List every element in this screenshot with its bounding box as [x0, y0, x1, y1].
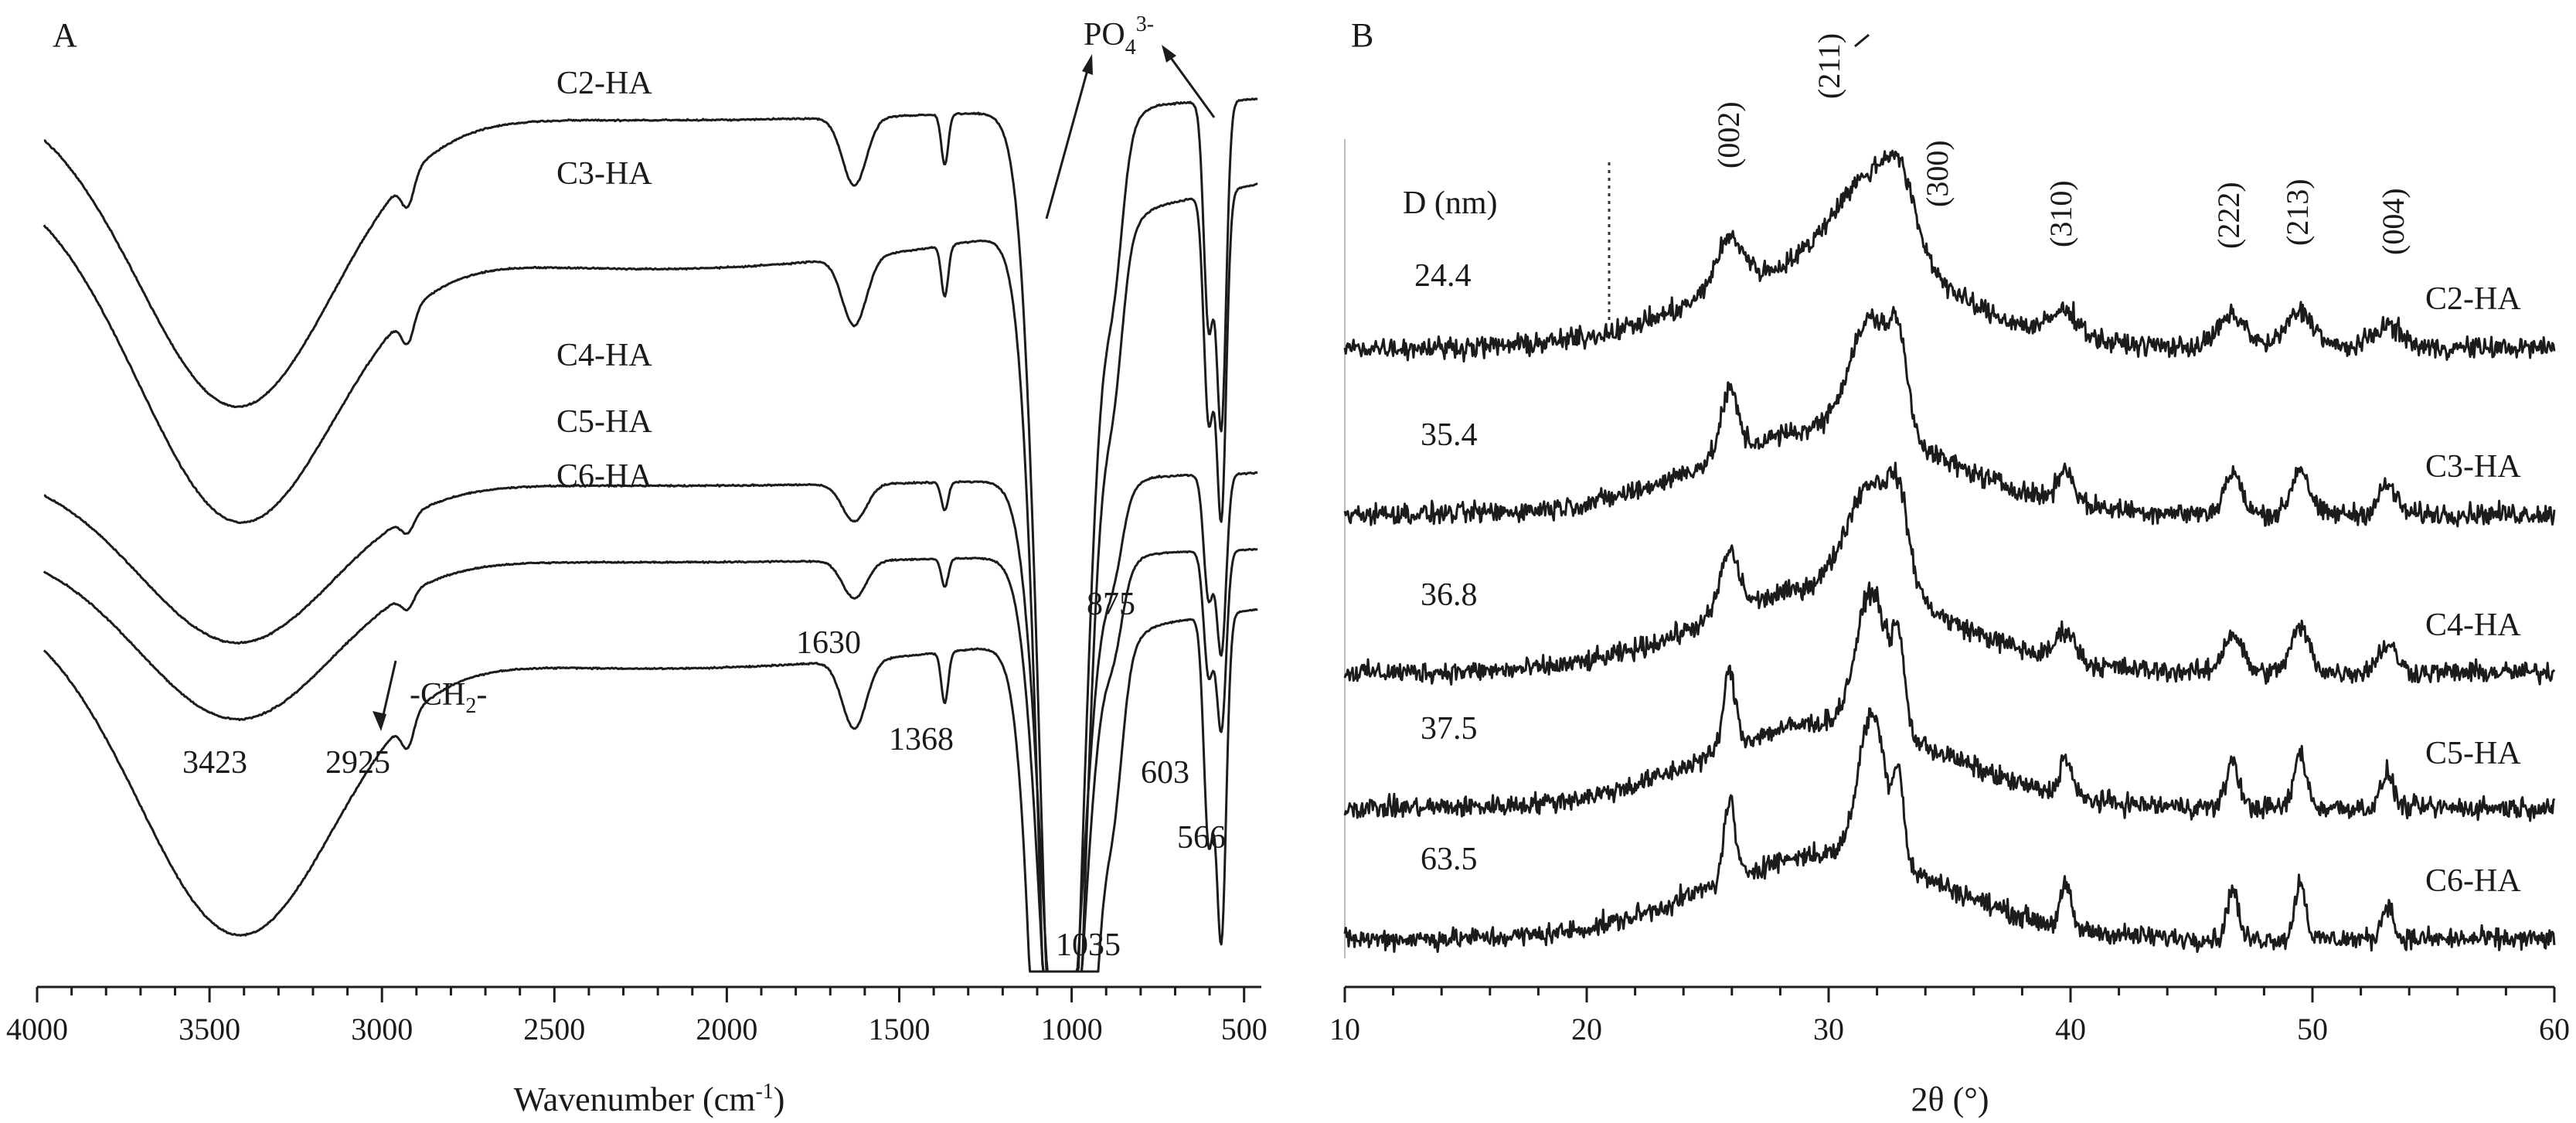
xrd-trace	[1343, 305, 2556, 528]
panel-a-letter: A	[53, 16, 77, 54]
size-value-c6: 63.5	[1421, 842, 1478, 877]
ftir-traces	[43, 97, 1258, 973]
xrd-label-c2: C2-HA	[2425, 281, 2521, 317]
ftir-tick-label: 2000	[696, 1012, 757, 1046]
ftir-label-c6: C6-HA	[556, 458, 652, 494]
xrd-label-c5: C5-HA	[2425, 736, 2521, 771]
ftir-trace	[43, 97, 1258, 973]
po4-arrowhead-left	[1082, 54, 1093, 75]
ftir-label-c2: C2-HA	[556, 66, 652, 101]
ftir-trace	[43, 182, 1258, 973]
xrd-tick-label: 50	[2297, 1012, 2328, 1046]
size-header: D (nm)	[1403, 185, 1497, 221]
panel-b-letter: B	[1351, 16, 1373, 54]
xrd-tick-label: 60	[2539, 1012, 2570, 1046]
hkl-310: (310)	[2043, 180, 2078, 247]
hkl-211-pointer	[1854, 33, 1870, 48]
size-value-c5: 37.5	[1421, 711, 1478, 747]
hkl-213: (213)	[2280, 179, 2315, 246]
peak-label-566: 566	[1177, 820, 1226, 856]
xrd-tick-label: 20	[1571, 1012, 1602, 1046]
ftir-tick-label: 1500	[868, 1012, 930, 1046]
xrd-tick-label: 10	[1329, 1012, 1360, 1046]
peak-label-1630: 1630	[796, 625, 861, 661]
xrd-panel: 10 20 30 40 50 60 D (nm) 24.4 35.4 36.8 37.5 …	[1329, 33, 2570, 1118]
xrd-trace	[1343, 149, 2556, 363]
xrd-x-ticks: 10 20 30 40 50 60	[1329, 987, 2570, 1046]
peak-label-2925: 2925	[325, 745, 390, 781]
ftir-label-c4: C4-HA	[556, 338, 652, 373]
size-value-c2: 24.4	[1414, 258, 1472, 294]
xrd-trace	[1343, 581, 2556, 822]
ftir-trace	[43, 607, 1258, 973]
ftir-trace	[43, 471, 1258, 973]
ftir-panel: 4000 3500 3000 2500 2000 1500 1000 500 C2-HA C3…	[6, 12, 1611, 1118]
hkl-222: (222)	[2211, 182, 2246, 249]
hkl-211: (211)	[1812, 33, 1846, 99]
hkl-004: (004)	[2376, 188, 2411, 255]
ftir-tick-label: 4000	[6, 1012, 68, 1046]
ch2-annotation: -CH2-	[410, 677, 487, 718]
peak-label-603: 603	[1141, 755, 1189, 791]
peak-label-3423: 3423	[182, 745, 247, 781]
peak-label-1035: 1035	[1056, 927, 1121, 963]
ftir-tick-label: 2500	[523, 1012, 585, 1046]
peak-label-1368: 1368	[889, 722, 954, 757]
xrd-tick-label: 30	[1813, 1012, 1844, 1046]
ftir-tick-label: 500	[1221, 1012, 1268, 1046]
ftir-tick-label: 3000	[351, 1012, 413, 1046]
size-value-c4: 36.8	[1421, 577, 1478, 613]
ftir-tick-label: 3500	[179, 1012, 240, 1046]
ftir-x-axis-title: Wavenumber (cm-1)	[514, 1080, 785, 1118]
xrd-label-c3: C3-HA	[2425, 449, 2521, 485]
xrd-traces	[1343, 149, 2556, 953]
xrd-trace	[1343, 461, 2556, 686]
hkl-002: (002)	[1711, 101, 1746, 168]
xrd-label-c6: C6-HA	[2425, 863, 2521, 899]
xrd-tick-label: 40	[2055, 1012, 2086, 1046]
size-value-c3: 35.4	[1421, 417, 1478, 453]
ftir-label-c3: C3-HA	[556, 156, 652, 192]
po4-arrowhead-right	[1162, 45, 1176, 63]
ch2-arrowhead	[373, 711, 386, 731]
xrd-trace	[1343, 707, 2556, 953]
ftir-label-c5: C5-HA	[556, 404, 652, 440]
po4-arrow-right	[1165, 52, 1216, 118]
po4-annotation: PO43-	[1084, 12, 1154, 60]
po4-arrow-left	[1045, 61, 1091, 219]
hkl-300: (300)	[1920, 140, 1955, 207]
xrd-label-c4: C4-HA	[2425, 607, 2521, 643]
peak-label-875: 875	[1087, 587, 1135, 622]
ftir-tick-label: 1000	[1041, 1012, 1103, 1046]
xrd-x-axis-title: 2θ (°)	[1911, 1080, 1989, 1118]
ftir-x-ticks: 4000 3500 3000 2500 2000 1500 1000 500	[6, 987, 1268, 1046]
